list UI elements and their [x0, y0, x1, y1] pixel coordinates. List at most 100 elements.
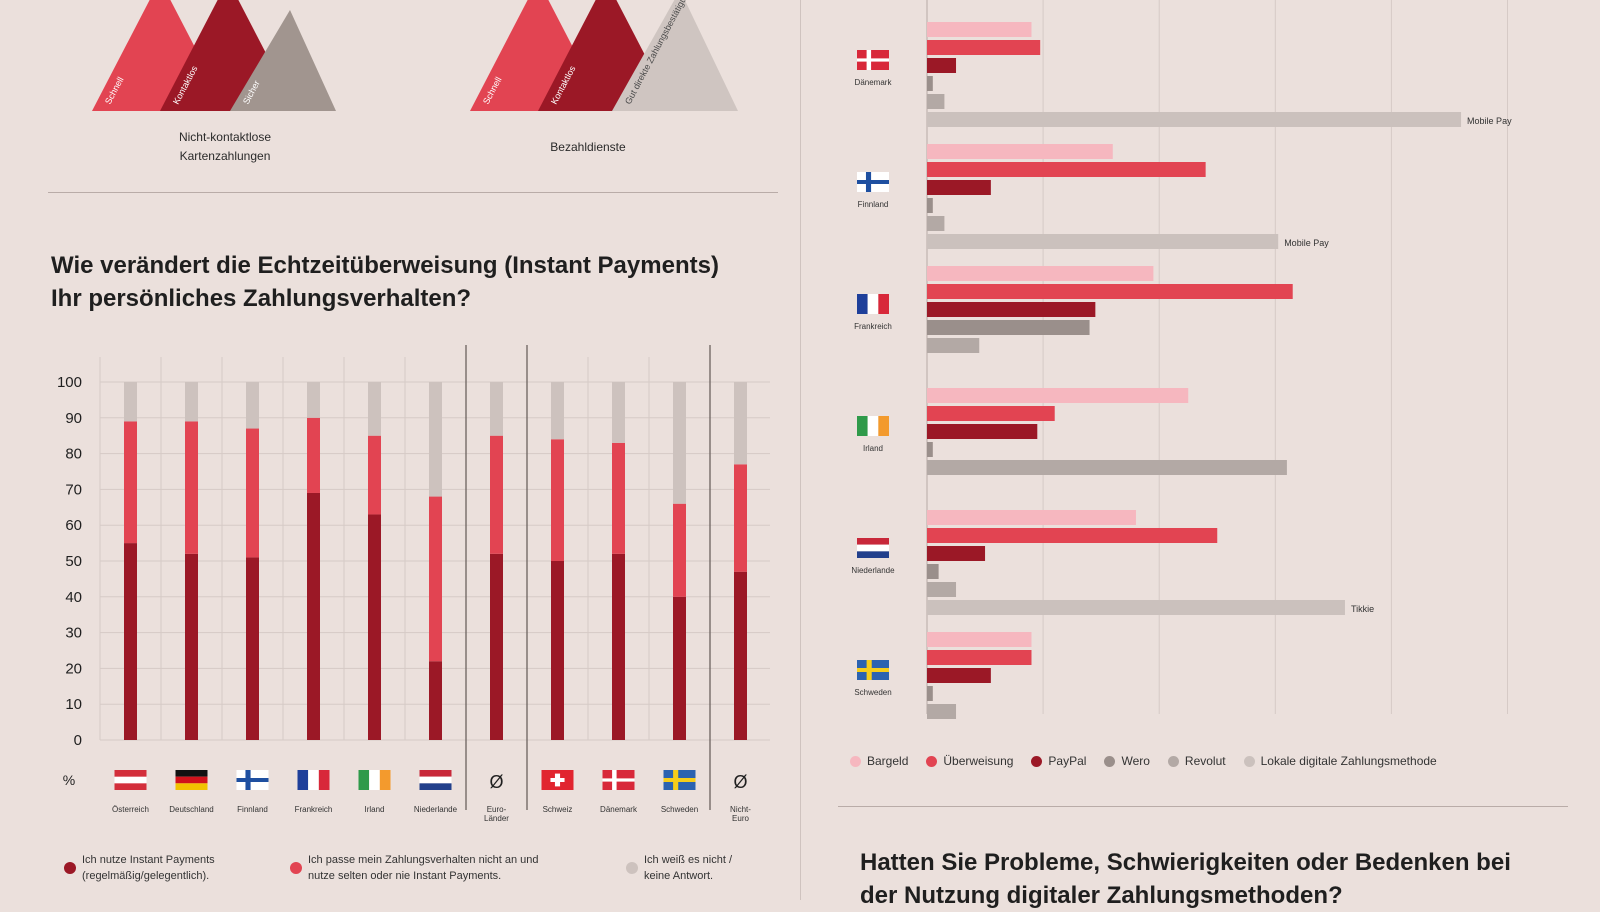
hbar-legend-item: Revolut [1167, 754, 1226, 768]
flag-part [419, 770, 452, 777]
flag-part [867, 416, 879, 436]
flag-part [867, 294, 879, 314]
flag-part [175, 776, 208, 784]
flag-part [602, 778, 635, 782]
flag-part [175, 770, 208, 777]
flag-part [358, 770, 370, 790]
hbar-Schweden-Bargeld [927, 632, 1032, 647]
country-label: Schweden [854, 688, 891, 697]
legend-item-nouse: Ich passe mein Zahlungsverhalten nicht a… [290, 852, 539, 884]
hbar-legend-dot [1104, 755, 1116, 767]
bar-Finnland-s3 [246, 382, 259, 429]
hbar-legend-label: Bargeld [867, 754, 909, 768]
bar-Dänemark-s3 [612, 382, 625, 443]
hbar-legend-item: Lokale digitale Zahlungsmethode [1243, 754, 1437, 768]
flag-part [175, 783, 208, 790]
hbar-Niederlande-PayPal [927, 546, 986, 561]
y-tick-label: 100 [57, 374, 82, 391]
bar-Dänemark-s1 [612, 553, 625, 740]
bar-Deutschland-s3 [185, 382, 198, 422]
problems-title-line2: der Nutzung digitaler Zahlungsmethoden? [860, 882, 1343, 909]
hbar-legend-item: Überweisung [926, 754, 1013, 768]
flag-part [297, 770, 309, 790]
hbar-Irland-Revolut [927, 460, 1287, 475]
problems-title: Hatten Sie Probleme, Schwierigkeiten ode… [860, 846, 1600, 912]
hbar-Finnland-Wero [927, 198, 933, 213]
category-label: Irland [364, 805, 384, 814]
local-method-label: Mobile Pay [1467, 116, 1512, 126]
hbar-Finnland-Überweisung [927, 162, 1206, 177]
hbar-Finnland-Revolut [927, 216, 945, 231]
divider-top-left [48, 192, 778, 193]
flag-part [857, 416, 868, 436]
flag-part [857, 544, 889, 552]
hbar-Frankreich-Bargeld [927, 266, 1154, 281]
category-label: Finnland [237, 805, 268, 814]
y-tick-label: 60 [65, 517, 82, 534]
hbar-legend-label: Wero [1121, 754, 1150, 768]
horizontal-bar-chart: Mobile Pay Dänemark Mobile Pay Finnland Fran… [851, 0, 1512, 719]
hbar-Frankreich-Wero [927, 320, 1090, 335]
hbar-Irland-Überweisung [927, 406, 1055, 421]
bar-Österreich-s3 [124, 382, 137, 422]
hbar-legend-label: Überweisung [943, 754, 1014, 768]
hbar-Dänemark-PayPal [927, 58, 957, 73]
flag-part [857, 668, 889, 672]
triangle-1-3 [230, 10, 336, 111]
legend-dot-use [64, 862, 76, 874]
category-label: Niederlande [414, 805, 458, 814]
bar-Deutschland-s1 [185, 553, 198, 740]
flag-part [369, 770, 380, 790]
hbar-Schweden-Wero [927, 686, 933, 701]
hbar-Frankreich-PayPal [927, 302, 1096, 317]
hbar-Dänemark-Lokale digitale Zahlungsmethode [927, 112, 1462, 127]
hbar-Niederlande-Bargeld [927, 510, 1136, 525]
bar-Nicht-Euro-Länder-s1 [734, 571, 747, 740]
flag-part [663, 778, 696, 782]
bar-Niederlande-s3 [429, 382, 442, 497]
flag-part [857, 538, 889, 545]
hbar-Niederlande-Wero [927, 564, 939, 579]
hbar-legend-item: Bargeld [850, 754, 908, 768]
country-label: Dänemark [855, 78, 893, 87]
category-label: Länder [484, 814, 509, 823]
flag-part [857, 294, 868, 314]
bar-Frankreich-s1 [307, 492, 320, 740]
hbar-Frankreich-Revolut [927, 338, 980, 353]
percent-label: % [63, 772, 75, 788]
hbar-Dänemark-Bargeld [927, 22, 1032, 37]
category-label: Dänemark [600, 805, 638, 814]
hbar-legend-item: Wero [1104, 754, 1150, 768]
hbar-Dänemark-Überweisung [927, 40, 1041, 55]
tri-group-label-1-line1: Nicht-kontaktlose [178, 130, 272, 144]
stacked-bar-chart: 0 10 20 30 40 50 60 70 80 90 100 Österreich Deutschl… [57, 345, 770, 823]
hbar-legend-dot [1243, 755, 1255, 767]
category-label: Nicht- [730, 805, 751, 814]
hbar-Finnland-Bargeld [927, 144, 1113, 159]
bar-Schweden-s2 [673, 503, 686, 597]
hbar-legend-dot [926, 755, 938, 767]
flag-part [114, 776, 147, 784]
bar-Frankreich-s2 [307, 417, 320, 493]
tri-group-label-2: Bezahldienste [468, 138, 708, 157]
hbar-Irland-Bargeld [927, 388, 1189, 403]
divider-right [838, 806, 1568, 807]
stacked-chart-title: Wie verändert die Echtzeitüberweisung (I… [51, 249, 791, 315]
bar-Irland-s2 [368, 435, 381, 515]
hbar-Irland-PayPal [927, 424, 1038, 439]
hbar-Irland-Wero [927, 442, 933, 457]
legend-use-line1: Ich nutze Instant Payments [82, 854, 215, 866]
bar-Finnland-s1 [246, 557, 259, 740]
hbar-legend-label: Revolut [1184, 754, 1226, 768]
bar-Finnland-s2 [246, 428, 259, 558]
hbar-legend-dot [1031, 755, 1043, 767]
country-label: Finnland [858, 200, 889, 209]
category-label: Euro [732, 814, 749, 823]
y-tick-label: 70 [65, 481, 82, 498]
bar-Niederlande-s2 [429, 496, 442, 662]
flag-part [419, 783, 452, 790]
y-tick-label: 80 [65, 446, 82, 463]
flag-part [550, 778, 565, 782]
tri-group-label-2-line1: Bezahldienste [550, 140, 626, 154]
bar-Österreich-s2 [124, 421, 137, 544]
